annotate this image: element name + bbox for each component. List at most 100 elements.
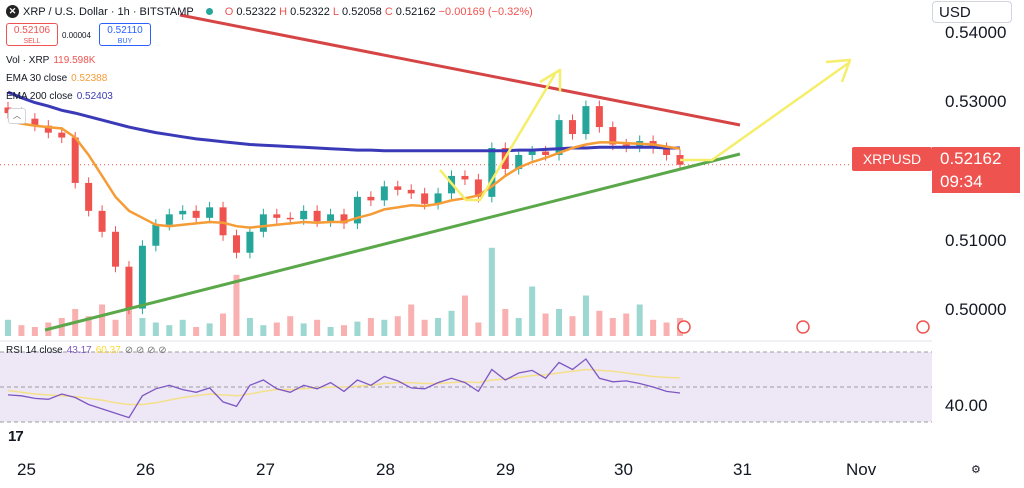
volume-bar: [488, 247, 495, 336]
projection-path-breakout: [680, 60, 851, 162]
candle-body: [112, 231, 120, 267]
sell-button[interactable]: 0.52106 SELL: [6, 23, 58, 46]
candle-body: [286, 217, 294, 220]
volume-bar: [502, 309, 509, 336]
volume-bar: [421, 319, 428, 336]
volume-bar: [394, 316, 401, 336]
economic-event-flag-icon[interactable]: [677, 320, 691, 334]
candle-body: [98, 210, 106, 232]
candle-body: [219, 207, 227, 236]
candle-body: [179, 210, 187, 215]
candle-body: [192, 210, 200, 218]
candle-body: [71, 137, 79, 183]
volume-bar: [139, 318, 146, 336]
ema200-line: [7, 90, 680, 153]
x-tick-label: Nov: [846, 460, 877, 479]
indicator-value: 0.52403: [76, 91, 113, 102]
x-tick-label: 30: [614, 460, 633, 479]
volume-bar: [341, 325, 347, 336]
volume-bar: [179, 319, 186, 336]
volume-bar: [556, 309, 563, 336]
candle-body: [474, 179, 482, 197]
volume-bar: [475, 322, 482, 336]
y-tick-label: 0.53000: [945, 92, 1007, 111]
candle-body: [206, 207, 214, 218]
y-tick-label: 0.50000: [945, 300, 1007, 319]
close-value: 0.52162: [395, 5, 436, 18]
candle-body: [663, 148, 671, 155]
candle-body: [367, 196, 375, 201]
volume-bar: [300, 323, 307, 336]
chart-settings-gear-icon[interactable]: ⚙: [971, 464, 981, 476]
volume-bar: [569, 316, 576, 336]
resistance-trendline: [179, 13, 741, 127]
economic-event-flag-icon[interactable]: [796, 320, 810, 334]
indicator-ema30[interactable]: EMA 30 close 0.52388: [6, 73, 107, 84]
volume-bar: [381, 319, 388, 336]
volume-bar: [542, 313, 549, 336]
indicator-value: 0.52388: [71, 73, 108, 84]
collapse-indicators-chevron-icon[interactable]: ︿: [8, 108, 26, 124]
candle-body: [31, 118, 39, 126]
chart-header: ✕ XRP / U.S. Dollar · 1h · BITSTAMP O 0.5…: [6, 5, 533, 18]
candle-body: [515, 154, 523, 169]
buy-button[interactable]: 0.52110 BUY: [99, 23, 151, 46]
buy-label: BUY: [117, 38, 133, 45]
volume-bar: [18, 325, 25, 336]
volume-bar: [515, 318, 522, 336]
candle-body: [85, 182, 93, 211]
bar-countdown: 09:34: [940, 172, 983, 191]
candle-body: [407, 189, 415, 194]
tradingview-logo-icon[interactable]: 17: [8, 428, 24, 445]
symbol-title[interactable]: XRP / U.S. Dollar · 1h · BITSTAMP: [23, 5, 194, 18]
volume-bar: [220, 313, 227, 336]
candle-body: [582, 106, 590, 135]
rsi-label: RSI 14 close: [6, 345, 63, 356]
economic-event-flag-icon[interactable]: [916, 320, 930, 334]
candle-body: [44, 125, 52, 133]
candle-body: [300, 210, 308, 220]
volume-bar: [206, 323, 213, 336]
rsi-header[interactable]: RSI 14 close 43.17 60.37 ⊘ ⊘ ⊘ ⊘: [6, 345, 167, 356]
indicator-label: Vol · XRP: [6, 55, 50, 66]
volume-bar: [273, 322, 280, 336]
ema30-line: [7, 119, 681, 229]
candle-body: [313, 210, 321, 222]
x-tick-label: 27: [256, 460, 275, 479]
low-value: 0.52058: [342, 5, 382, 18]
volume-bar: [246, 318, 253, 336]
candle-body: [246, 231, 254, 253]
candle-body: [327, 214, 335, 222]
indicator-ema200[interactable]: EMA 200 close 0.52403: [6, 91, 113, 102]
ohlc-readout: O 0.52322 H 0.52322 L 0.52058 C 0.52162 −0.0…: [224, 5, 533, 18]
last-price: 0.52162: [940, 149, 1002, 168]
volume-bar: [287, 316, 294, 336]
buy-price: 0.52110: [107, 25, 143, 36]
volume-bar: [5, 319, 11, 336]
volume-bar: [31, 327, 38, 336]
volume-bar: [609, 318, 616, 336]
rsi-settings-icons[interactable]: ⊘ ⊘ ⊘ ⊘: [124, 345, 167, 356]
x-tick-label: 31: [733, 460, 752, 479]
candle-body: [555, 120, 563, 155]
candle-body: [232, 235, 240, 253]
rsi-tick-label: 40.00: [945, 396, 988, 415]
candle-body: [58, 132, 66, 138]
volume-bar: [166, 325, 173, 336]
candle-body: [528, 151, 536, 155]
candle-body: [165, 214, 173, 225]
x-tick-label: 28: [376, 460, 395, 479]
symbol-price-tag: XRPUSD: [852, 147, 932, 171]
rsi-ma-line: [7, 368, 681, 406]
candle-body: [622, 144, 630, 147]
x-tick-label: 25: [17, 460, 36, 479]
x-tick-label: 29: [496, 460, 515, 479]
volume-bar: [650, 319, 657, 336]
volume-bar: [461, 295, 468, 336]
indicator-volume[interactable]: Vol · XRP 119.598K: [6, 55, 95, 66]
candle-body: [542, 151, 550, 155]
market-open-dot-icon: [205, 8, 213, 15]
currency-selector[interactable]: USD: [932, 1, 1012, 23]
candle-body: [353, 196, 361, 224]
